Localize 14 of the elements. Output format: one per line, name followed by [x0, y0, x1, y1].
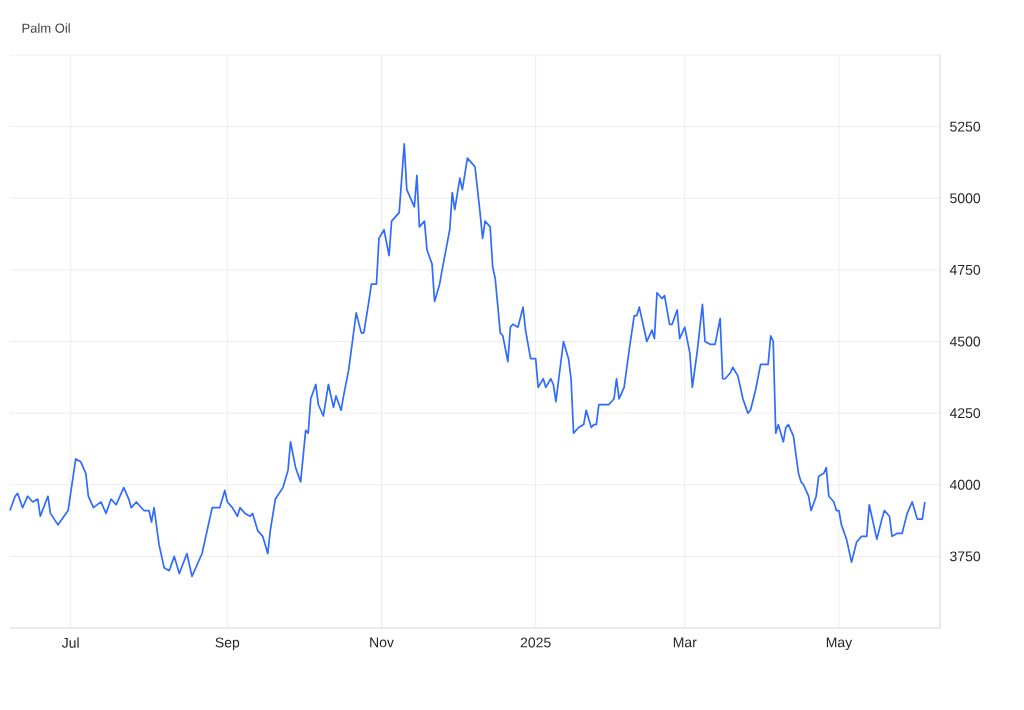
x-tick-label: May — [826, 637, 853, 651]
x-tick-label: Mar — [673, 637, 697, 648]
x-tick-label: 2025 — [520, 637, 551, 648]
y-tick-label: 5000 — [950, 193, 981, 204]
x-tick-label: Sep — [215, 637, 240, 651]
y-tick-label: 3750 — [950, 551, 981, 562]
x-tick-label: Jul — [61, 637, 79, 648]
y-tick-label: 4500 — [949, 336, 981, 347]
chart-title: Palm Oil — [22, 23, 70, 33]
y-tick-label: 4000 — [949, 479, 981, 490]
y-tick-label: 4250 — [949, 408, 981, 419]
y-tick-label: 5250 — [950, 121, 981, 132]
y-tick-label: 4750 — [949, 264, 981, 275]
x-tick-label: Nov — [370, 637, 394, 648]
